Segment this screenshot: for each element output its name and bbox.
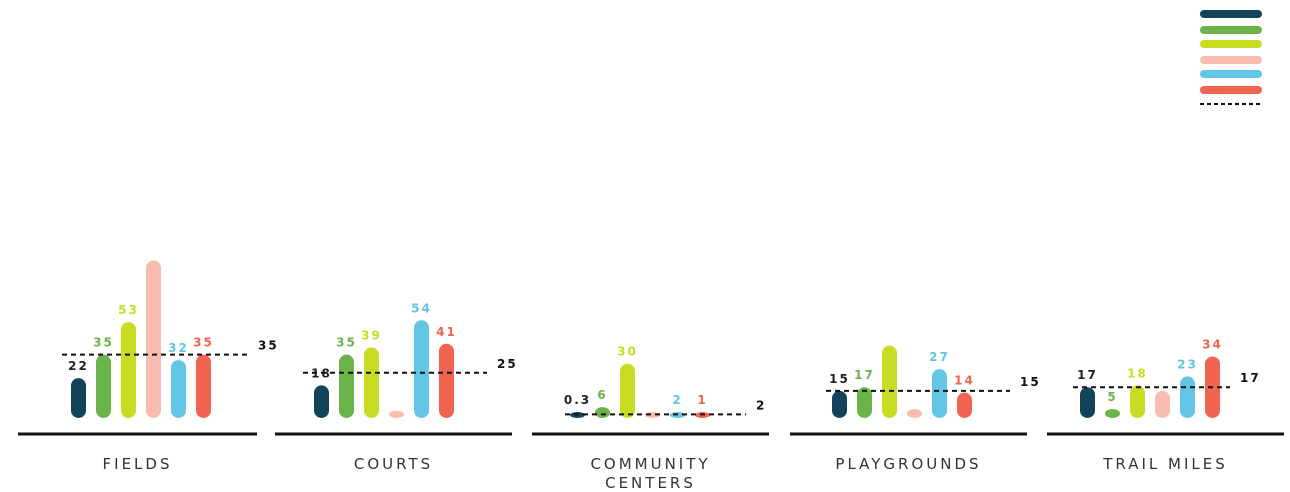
legend-swatch-s5 [1200, 86, 1262, 94]
value-label-s1-c1: 35 [336, 336, 357, 350]
category-label-c1: COURTS [354, 455, 433, 473]
value-label-s4-c2: 2 [672, 393, 682, 407]
bars-layer: 22 18 0.3 15 17 35 35 6 17 5 53 39 30 18 32 54 2 27 23 35 41… [68, 260, 1223, 418]
reference-label-c0: 35 [258, 339, 279, 353]
value-label-s0-c4: 17 [1077, 368, 1098, 382]
legend-swatch-s2 [1200, 40, 1262, 48]
reference-label-c2: 2 [756, 398, 766, 412]
bar-s2-c0 [121, 322, 136, 418]
bar-s1-c0 [96, 354, 111, 418]
category-label-c0: FIELDS [103, 455, 173, 473]
legend [1200, 10, 1262, 105]
bar-s2-c4 [1130, 385, 1145, 418]
bar-s3-c3 [907, 408, 922, 418]
bar-s4-c1 [414, 320, 429, 418]
legend-swatch-s1 [1200, 26, 1262, 34]
value-label-s4-c3: 27 [929, 350, 950, 364]
value-label-s2-c0: 53 [118, 303, 139, 317]
bar-s1-c2 [595, 407, 610, 418]
value-label-s4-c1: 54 [411, 301, 432, 315]
bar-s4-c3 [932, 369, 947, 418]
value-label-s5-c3: 14 [954, 374, 975, 388]
bar-s0-c4 [1080, 387, 1095, 418]
category-label-c4: TRAIL MILES [1102, 455, 1228, 473]
bar-s0-c1 [314, 385, 329, 418]
value-label-s5-c1: 41 [436, 325, 457, 339]
bar-s2-c3 [882, 345, 897, 418]
value-label-s1-c2: 6 [597, 388, 607, 402]
bar-s0-c3 [832, 390, 847, 418]
bar-s5-c3 [957, 392, 972, 418]
bar-s1-c1 [339, 354, 354, 418]
value-label-s4-c4: 23 [1177, 357, 1198, 371]
bar-s3-c0 [146, 260, 161, 418]
legend-swatch-s4 [1200, 70, 1262, 78]
bar-s2-c1 [364, 347, 379, 418]
reference-label-c1: 25 [497, 357, 518, 371]
value-label-s5-c4: 34 [1202, 337, 1223, 351]
value-label-s0-c3: 15 [829, 372, 850, 386]
bar-s3-c1 [389, 410, 404, 418]
value-label-s1-c0: 35 [93, 336, 114, 350]
value-label-s5-c0: 35 [193, 336, 214, 350]
bar-s1-c3 [857, 387, 872, 418]
bar-s4-c4 [1180, 376, 1195, 418]
bar-s3-c4 [1155, 390, 1170, 418]
category-label-c3: PLAYGROUNDS [835, 455, 981, 473]
value-label-s0-c2: 0.3 [564, 393, 591, 407]
category-label-c2: CENTERS [605, 474, 696, 492]
bar-s4-c0 [171, 360, 186, 418]
value-label-s5-c2: 1 [697, 393, 707, 407]
reference-label-c3: 15 [1020, 375, 1041, 389]
value-label-s2-c1: 39 [361, 328, 382, 342]
bar-s5-c1 [439, 343, 454, 418]
value-label-s1-c4: 5 [1107, 390, 1117, 404]
reference-label-c4: 17 [1240, 371, 1261, 385]
legend-swatch-s3 [1200, 56, 1262, 64]
bar-s0-c0 [71, 378, 86, 418]
bar-s5-c0 [196, 354, 211, 418]
legend-swatch-s0 [1200, 10, 1262, 18]
value-label-s4-c0: 32 [168, 341, 189, 355]
value-label-s2-c2: 30 [617, 345, 638, 359]
value-label-s0-c1: 18 [311, 366, 332, 380]
category-label-c2: COMMUNITY [590, 455, 710, 473]
bar-s2-c2 [620, 363, 635, 418]
value-label-s1-c3: 17 [854, 368, 875, 382]
value-label-s0-c0: 22 [68, 359, 89, 373]
value-label-s2-c4: 18 [1127, 366, 1148, 380]
bar-s1-c4 [1105, 408, 1120, 418]
